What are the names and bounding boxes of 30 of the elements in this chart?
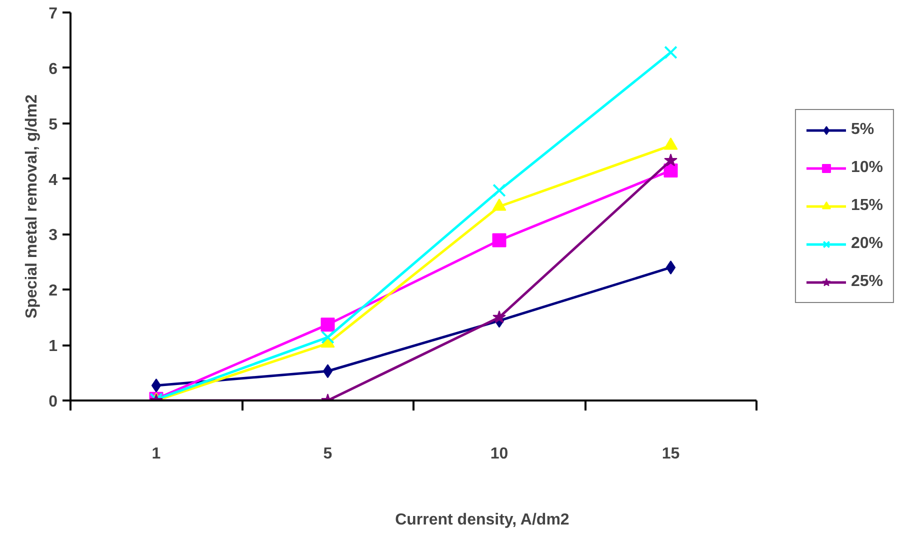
point bbox=[321, 330, 334, 344]
legend-label: 10% bbox=[850, 159, 883, 177]
point bbox=[666, 260, 676, 274]
point bbox=[492, 184, 506, 198]
y-tick-label: 7 bbox=[48, 6, 58, 22]
y-axis-title: Special metal removal, g/dm2 bbox=[24, 94, 41, 319]
point bbox=[320, 318, 335, 332]
y-tick-label: 3 bbox=[48, 227, 58, 244]
y-tick-label: 1 bbox=[48, 338, 58, 356]
x-axis-title: Current density, A/dm2 bbox=[395, 512, 570, 528]
x-tick-label: 15 bbox=[662, 446, 680, 462]
x-tick-label: 10 bbox=[490, 446, 508, 462]
y-tick-label: 5 bbox=[48, 116, 58, 134]
point bbox=[322, 364, 333, 378]
y-tick-label: 2 bbox=[48, 282, 58, 300]
point bbox=[492, 310, 506, 324]
point bbox=[151, 378, 162, 393]
legend-label: 15% bbox=[850, 197, 883, 215]
x-tick-label: 5 bbox=[323, 446, 332, 462]
y-tick-label: 6 bbox=[48, 60, 58, 78]
legend-label: 25% bbox=[850, 273, 883, 291]
y-tick-label: 4 bbox=[48, 172, 58, 189]
legend-label: 5% bbox=[850, 121, 874, 139]
point bbox=[492, 233, 506, 248]
legend-label: 20% bbox=[850, 235, 883, 253]
point bbox=[664, 153, 678, 166]
x-tick-label: 1 bbox=[152, 446, 161, 462]
point bbox=[664, 163, 678, 178]
point bbox=[664, 46, 678, 60]
y-tick-label: 0 bbox=[48, 394, 58, 410]
